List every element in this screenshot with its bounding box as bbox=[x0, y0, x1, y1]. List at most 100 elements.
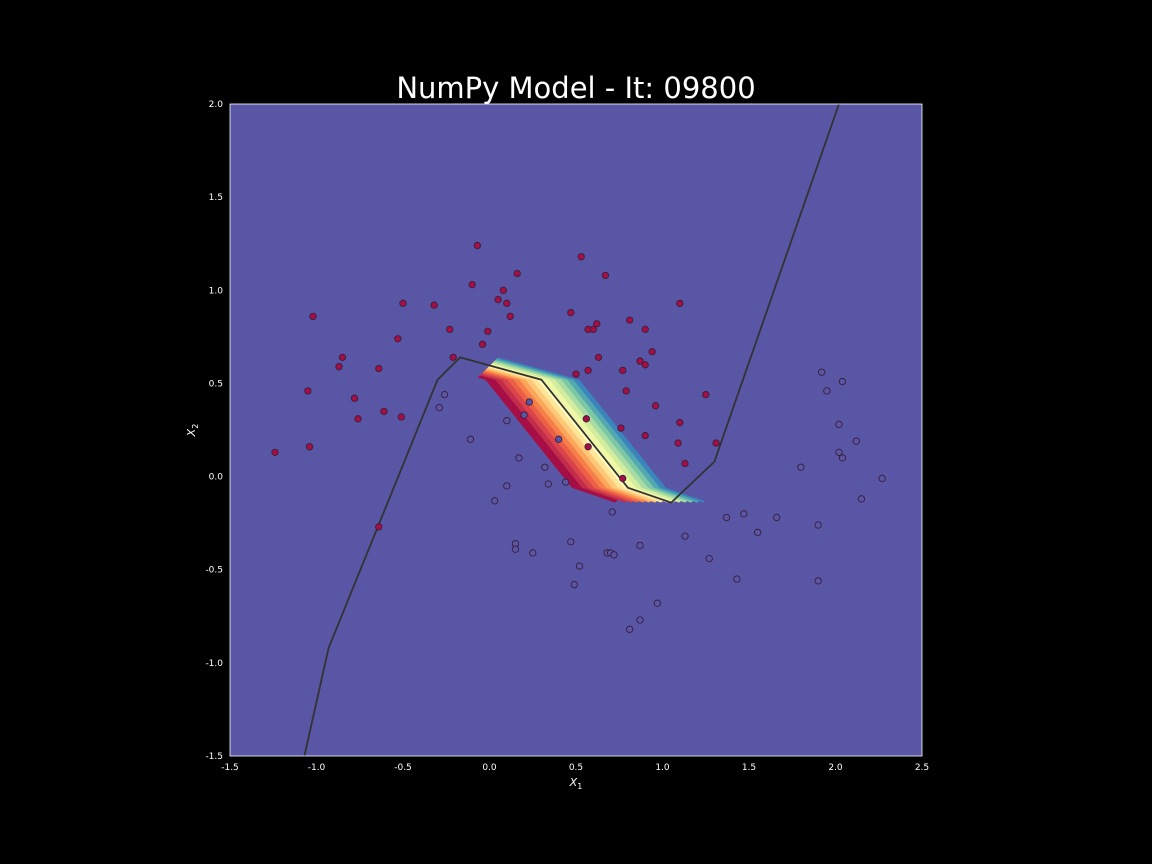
class-0-point bbox=[271, 448, 279, 457]
class-0-point bbox=[648, 348, 656, 356]
class-1-point bbox=[520, 411, 528, 419]
class-1-point bbox=[722, 513, 731, 522]
class-1-point bbox=[570, 580, 578, 589]
class-1-point bbox=[814, 521, 822, 529]
class-0-point bbox=[641, 325, 649, 334]
class-1-point bbox=[838, 454, 847, 462]
class-0-point bbox=[338, 353, 347, 361]
class-1-point bbox=[525, 398, 533, 406]
class-0-point bbox=[601, 271, 610, 280]
class-0-point bbox=[449, 353, 457, 361]
class-1-point bbox=[835, 420, 843, 429]
class-0-point bbox=[309, 312, 317, 321]
x-axis-label: X1 bbox=[569, 776, 583, 791]
y-tick-label: -1.5 bbox=[205, 752, 223, 762]
class-0-point bbox=[651, 402, 660, 410]
class-1-point bbox=[529, 549, 537, 557]
class-1-point bbox=[541, 463, 549, 471]
class-0-point bbox=[478, 340, 487, 348]
class-0-point bbox=[484, 327, 492, 335]
class-1-point bbox=[466, 435, 475, 443]
class-0-point bbox=[584, 443, 592, 451]
class-1-point bbox=[857, 495, 866, 503]
y-tick-label: 0.0 bbox=[209, 473, 224, 483]
class-0-point bbox=[622, 387, 630, 395]
class-1-point bbox=[653, 599, 661, 607]
class-0-point bbox=[572, 370, 580, 378]
class-1-point bbox=[878, 474, 886, 483]
class-1-point bbox=[838, 377, 847, 386]
plot-area bbox=[229, 103, 923, 757]
x-tick-label: 1.0 bbox=[655, 763, 670, 773]
class-0-point bbox=[712, 439, 720, 447]
class-1-point bbox=[754, 528, 762, 537]
class-1-point bbox=[625, 625, 634, 633]
class-0-point bbox=[335, 363, 343, 371]
x-tick-label: -1.0 bbox=[308, 763, 326, 773]
y-tick-label: 1.0 bbox=[209, 286, 224, 296]
class-1-point bbox=[681, 532, 689, 540]
class-1-point bbox=[835, 448, 843, 457]
class-0-point bbox=[567, 308, 575, 317]
class-1-point bbox=[503, 417, 511, 425]
x-tick-label: -0.5 bbox=[394, 763, 412, 773]
class-0-point bbox=[619, 366, 627, 375]
y-axis-label: X2 bbox=[185, 424, 200, 438]
x-tick-label: -1.5 bbox=[221, 763, 239, 773]
y-axis-ticks: -1.5 -1.0 -0.5 0.0 0.5 1.0 1.5 2.0 bbox=[205, 100, 223, 762]
class-1-point bbox=[608, 508, 616, 516]
class-0-point bbox=[380, 407, 388, 416]
class-0-point bbox=[503, 299, 511, 307]
x-axis-ticks: -1.5 -1.0 -0.5 0.0 0.5 1.0 1.5 2.0 2.5 bbox=[221, 763, 929, 773]
class-0-point bbox=[584, 366, 592, 375]
class-0-point bbox=[304, 387, 312, 395]
class-0-point bbox=[594, 353, 603, 361]
class-1-point bbox=[575, 562, 584, 570]
class-0-point bbox=[702, 390, 710, 399]
class-1-point bbox=[733, 575, 741, 583]
chart-title: NumPy Model - It: 09800 bbox=[396, 71, 755, 105]
class-0-point bbox=[593, 320, 601, 328]
x-tick-label: 0.0 bbox=[482, 763, 497, 773]
class-1-point bbox=[797, 463, 805, 471]
class-1-point bbox=[773, 513, 781, 522]
x-tick-label: 2.0 bbox=[828, 763, 843, 773]
class-0-point bbox=[305, 443, 314, 451]
x-tick-label: 2.5 bbox=[915, 763, 929, 773]
class-0-point bbox=[674, 439, 682, 447]
contour-band bbox=[230, 104, 877, 756]
class-0-point bbox=[446, 325, 454, 334]
class-1-point bbox=[823, 387, 831, 395]
class-1-point bbox=[435, 403, 443, 412]
class-0-point bbox=[619, 474, 627, 483]
class-1-point bbox=[740, 510, 748, 518]
class-0-point bbox=[681, 459, 689, 468]
class-0-point bbox=[397, 413, 405, 421]
x-tick-label: 0.5 bbox=[569, 763, 583, 773]
class-1-point bbox=[440, 390, 449, 399]
class-1-point bbox=[555, 435, 563, 443]
scatter-points bbox=[271, 241, 886, 633]
class-0-point bbox=[577, 253, 585, 261]
class-1-point bbox=[636, 541, 644, 550]
class-0-point bbox=[375, 523, 383, 531]
y-tick-label: -1.0 bbox=[205, 659, 223, 669]
y-tick-label: 1.5 bbox=[209, 193, 223, 203]
class-0-point bbox=[676, 299, 684, 307]
class-1-point bbox=[814, 577, 822, 585]
class-0-point bbox=[473, 241, 482, 250]
y-tick-label: 0.5 bbox=[209, 379, 223, 389]
class-1-point bbox=[511, 545, 520, 553]
class-0-point bbox=[494, 295, 502, 304]
class-1-point bbox=[567, 538, 575, 546]
class-1-point bbox=[544, 480, 552, 488]
class-1-point bbox=[503, 482, 511, 490]
class-0-point bbox=[468, 281, 476, 289]
class-0-point bbox=[589, 325, 597, 334]
class-1-point bbox=[705, 554, 713, 563]
decision-boundary-line bbox=[303, 104, 840, 756]
y-tick-label: -0.5 bbox=[205, 566, 223, 576]
class-0-point bbox=[394, 335, 402, 343]
class-0-point bbox=[636, 357, 644, 365]
